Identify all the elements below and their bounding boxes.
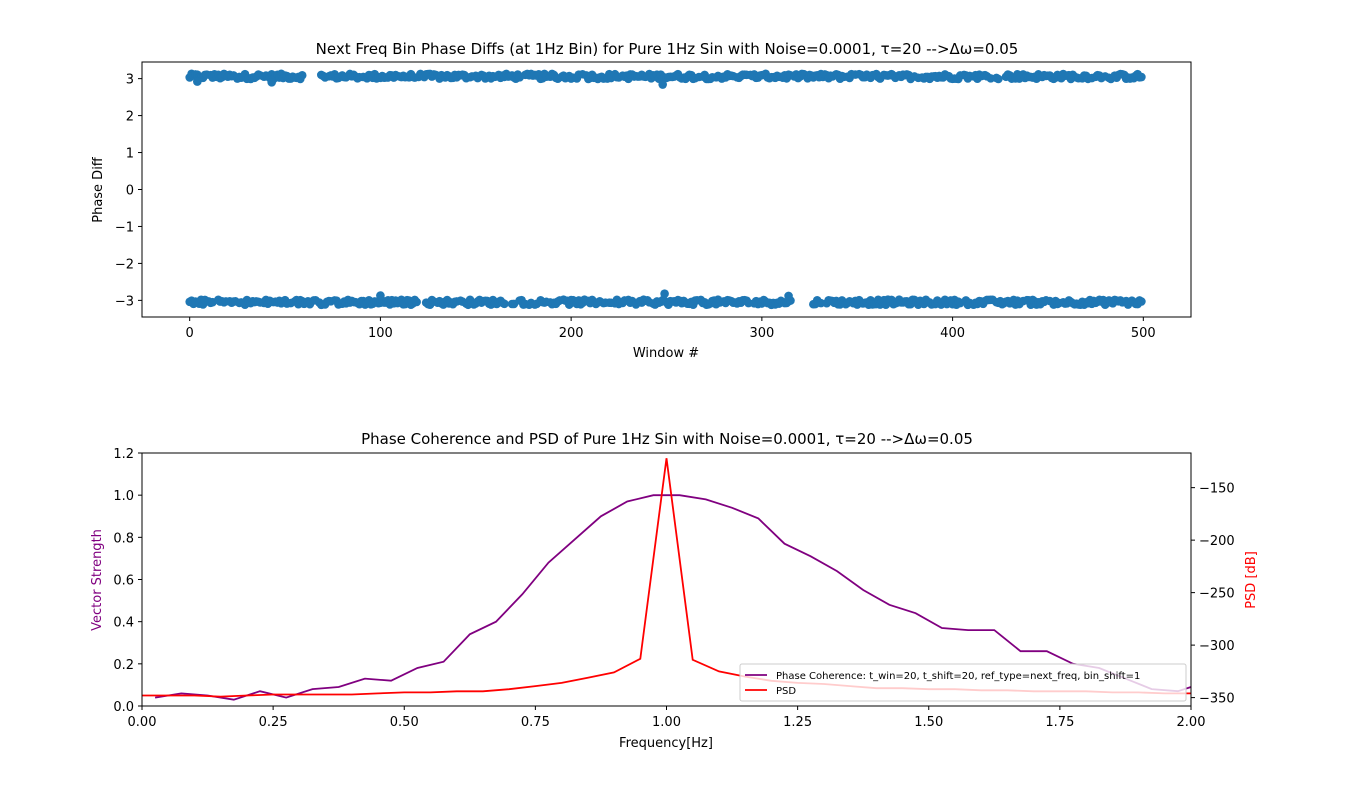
x-tick-label: 1.25 [783,715,812,730]
scatter-point [412,297,421,307]
y-tick-label: 1 [126,147,134,162]
scatter-point [376,291,385,300]
legend-label-psd: PSD [776,686,796,697]
x-tick-label: 0 [186,326,194,341]
x-tick-label: 400 [940,326,965,341]
y-tick-label: 0.2 [113,658,134,673]
scatter-point [1137,72,1146,82]
scatter-point [500,299,509,309]
coherence-left-y-axis-label: Vector Strength [90,529,105,631]
right-y-tick-label: −350 [1199,692,1235,707]
coherence-psd-chart: Phase Coherence and PSD of Pure 1Hz Sin … [90,430,1259,751]
y-tick-label: 0 [126,184,134,199]
coherence-right-y-ticks: −150 −200 −250 −300 −350 [1191,482,1235,707]
coherence-right-y-axis-label: PSD [dB] [1244,551,1259,609]
scatter-y-ticks: 3 2 1 0 −1 −2 −3 [115,73,142,309]
x-tick-label: 0.00 [128,715,157,730]
y-tick-label: −1 [115,220,134,235]
x-tick-label: 1.50 [914,715,943,730]
scatter-point [267,78,276,87]
scatter-point [658,80,667,89]
scatter-point [784,291,793,301]
x-tick-label: 2.00 [1177,715,1206,730]
right-y-tick-label: −250 [1199,587,1235,602]
y-tick-label: 0.0 [113,700,134,715]
y-tick-label: 1.2 [113,447,134,462]
scatter-points [185,69,1146,310]
scatter-point [994,74,1003,84]
scatter-point [660,289,669,299]
scatter-point [297,71,307,80]
legend-label-coherence: Phase Coherence: t_win=20, t_shift=20, r… [776,671,1140,682]
legend: Phase Coherence: t_win=20, t_shift=20, r… [739,663,1187,702]
coherence-left-y-ticks: 0.0 0.2 0.4 0.6 0.8 1.0 1.2 [113,447,142,715]
y-tick-label: −3 [115,294,134,309]
y-tick-label: 3 [126,73,134,88]
right-y-tick-label: −300 [1199,639,1235,654]
coherence-title: Phase Coherence and PSD of Pure 1Hz Sin … [361,430,973,448]
scatter-title: Next Freq Bin Phase Diffs (at 1Hz Bin) f… [316,40,1019,58]
y-tick-label: 0.8 [113,531,134,546]
scatter-x-ticks: 0 100 200 300 400 500 [186,317,1156,341]
x-tick-label: 1.75 [1045,715,1074,730]
legend-box [739,663,1187,702]
y-tick-label: 0.6 [113,574,134,589]
y-tick-label: −2 [115,257,134,272]
right-y-tick-label: −200 [1199,534,1235,549]
y-tick-label: 2 [126,110,134,125]
x-tick-label: 500 [1131,326,1156,341]
scatter-x-axis-label: Window # [633,346,699,361]
scatter-point [193,77,202,86]
x-tick-label: 200 [559,326,584,341]
x-tick-label: 300 [749,326,774,341]
scatter-chart: Next Freq Bin Phase Diffs (at 1Hz Bin) f… [91,40,1192,361]
y-tick-label: 0.4 [113,616,134,631]
scatter-y-axis-label: Phase Diff [91,156,106,223]
x-tick-label: 0.75 [521,715,550,730]
y-tick-label: 1.0 [113,489,134,504]
x-tick-label: 1.00 [652,715,681,730]
scatter-point [1137,297,1146,306]
x-tick-label: 0.25 [259,715,288,730]
coherence-x-axis-label: Frequency[Hz] [619,736,713,751]
x-tick-label: 100 [368,326,393,341]
phase-coherence-line [154,494,1192,701]
right-y-tick-label: −150 [1199,482,1235,497]
coherence-x-ticks: 0.00 0.25 0.50 0.75 1.00 1.25 1.50 1.75 2.00 [128,706,1206,730]
x-tick-label: 0.50 [390,715,419,730]
